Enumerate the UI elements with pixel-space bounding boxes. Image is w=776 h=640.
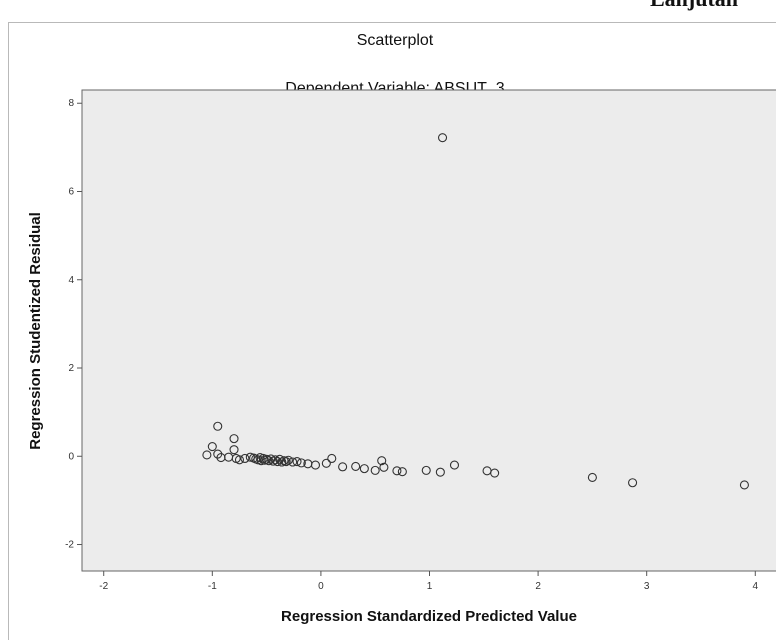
x-tick-label: -1 (208, 581, 217, 592)
plot-area (81, 89, 776, 572)
y-axis: -2 0 2 4 6 8 (65, 98, 82, 551)
data-point (338, 462, 348, 472)
data-point (234, 455, 245, 465)
data-point (240, 453, 250, 464)
data-point (377, 456, 387, 466)
data-point (321, 458, 331, 468)
data-point (490, 468, 500, 478)
data-point (449, 460, 460, 470)
data-point (229, 434, 239, 444)
data-point (437, 133, 448, 143)
data-point (379, 462, 389, 472)
data-point (229, 445, 239, 455)
data-point (327, 453, 337, 464)
data-point (213, 421, 223, 431)
y-tick-label: 0 (68, 451, 74, 462)
data-point (288, 457, 298, 467)
x-tick-label: -2 (99, 581, 108, 592)
data-point (272, 457, 283, 467)
data-point (266, 454, 276, 464)
data-point (275, 454, 285, 464)
data-point (359, 464, 369, 474)
data-point (435, 467, 445, 477)
data-point (262, 454, 272, 464)
data-point (392, 466, 402, 476)
data-point (202, 450, 212, 460)
data-point (207, 442, 217, 452)
data-point (739, 480, 749, 490)
data-points (202, 133, 749, 490)
data-point (296, 458, 306, 468)
y-tick-label: -2 (65, 540, 74, 551)
data-point (351, 461, 361, 471)
y-axis-title: Regression Studentized Residual (27, 212, 44, 450)
y-tick-label: 2 (68, 363, 74, 374)
data-point (421, 465, 431, 475)
chart-frame: Scatterplot Dependent Variable: ABSUT_3 … (8, 22, 776, 640)
data-point (587, 472, 597, 482)
data-point (310, 460, 321, 470)
data-point (628, 478, 638, 488)
x-tick-label: 0 (318, 581, 324, 592)
data-point (397, 467, 407, 477)
x-axis-title: Regression Standardized Predicted Value (281, 608, 577, 625)
data-point (281, 457, 291, 467)
x-axis: -2 -1 0 1 2 3 4 (99, 571, 759, 592)
y-tick-label: 4 (68, 275, 74, 286)
data-point (277, 457, 287, 467)
data-point (268, 456, 278, 466)
data-point (283, 455, 293, 465)
y-tick-label: 8 (68, 98, 74, 109)
x-tick-label: 1 (427, 581, 433, 592)
scatterplot-chart: Scatterplot Dependent Variable: ABSUT_3 … (27, 32, 776, 625)
chart-title: Scatterplot (357, 32, 434, 49)
x-tick-label: 4 (753, 581, 759, 592)
header-fragment: Lanjutan (650, 0, 738, 12)
data-point (292, 457, 302, 467)
x-tick-label: 3 (644, 581, 650, 592)
y-tick-label: 6 (68, 186, 74, 197)
x-tick-label: 2 (535, 581, 541, 592)
data-point (270, 455, 280, 465)
data-point (264, 456, 274, 466)
data-point (370, 465, 380, 475)
